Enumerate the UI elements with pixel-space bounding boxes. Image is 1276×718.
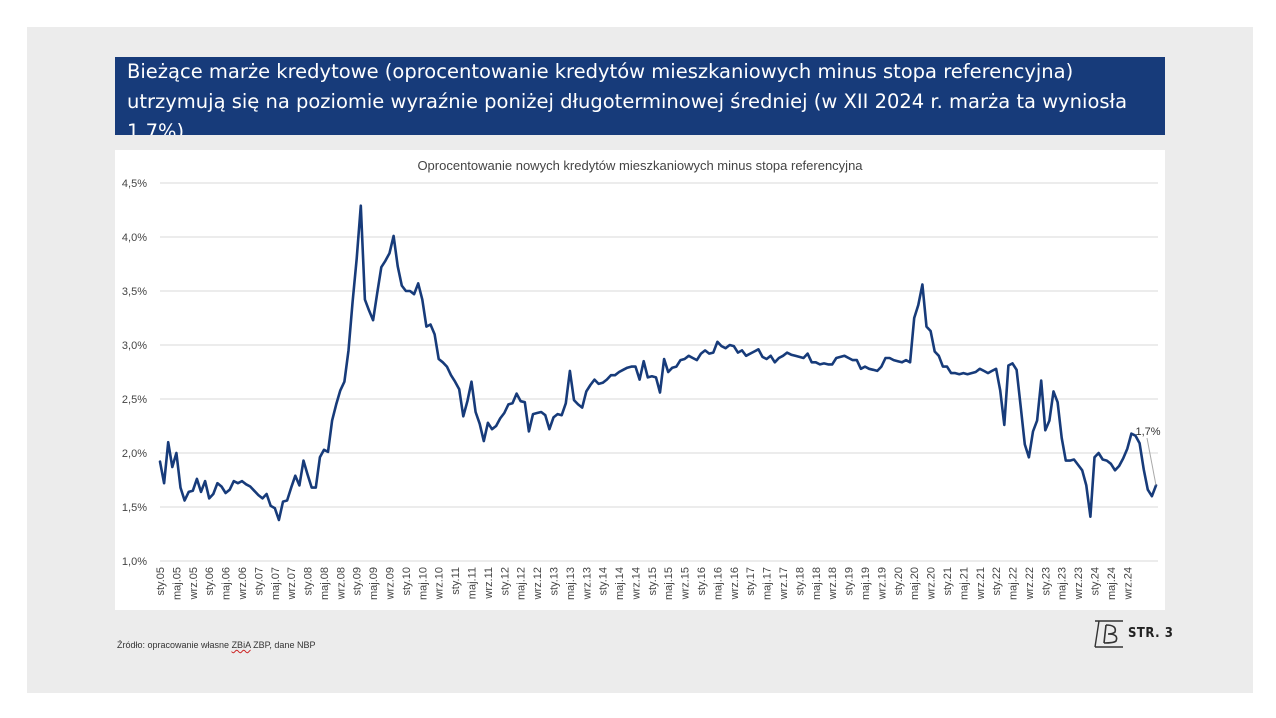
x-tick-label: sty.07 (253, 567, 265, 596)
x-tick-label: maj.21 (958, 567, 970, 600)
page-label-text: STR. (1128, 626, 1161, 641)
page-number: STR. 3 (1128, 626, 1173, 641)
x-tick-label: wrz.05 (188, 567, 200, 600)
y-tick-label: 3,0% (122, 340, 147, 352)
y-tick-label: 2,5% (122, 394, 147, 406)
chart-title: Oprocentowanie nowych kredytów mieszkani… (417, 158, 863, 173)
x-tick-label: sty.09 (352, 567, 364, 596)
x-tick-label: sty.17 (745, 567, 757, 596)
page-number-value: 3 (1164, 626, 1174, 641)
x-tick-label: maj.24 (1106, 567, 1118, 600)
x-tick-label: maj.18 (811, 567, 823, 600)
x-tick-label: maj.23 (1057, 567, 1069, 600)
x-tick-label: maj.15 (663, 567, 675, 600)
series-line (158, 204, 1158, 522)
x-tick-label: wrz.23 (1073, 567, 1085, 600)
x-tick-label: sty.21 (942, 567, 954, 596)
x-tick-label: sty.20 (893, 567, 905, 596)
x-tick-label: maj.06 (221, 567, 233, 600)
y-tick-label: 3,5% (122, 286, 147, 298)
x-tick-label: wrz.17 (778, 567, 790, 600)
x-tick-label: sty.14 (598, 567, 610, 596)
x-tick-label: wrz.11 (483, 567, 495, 600)
x-tick-label: sty.12 (499, 567, 511, 596)
x-tick-label: maj.19 (860, 567, 872, 600)
x-tick-label: maj.10 (417, 567, 429, 600)
x-tick-label: wrz.12 (532, 567, 544, 600)
y-tick-label: 4,5% (122, 178, 147, 190)
x-tick-label: maj.12 (516, 567, 528, 600)
x-tick-label: sty.13 (548, 567, 560, 596)
x-tick-label: maj.22 (1008, 567, 1020, 600)
x-tick-label: sty.15 (647, 567, 659, 596)
x-tick-label: sty.05 (155, 567, 167, 596)
x-tick-label: maj.05 (171, 567, 183, 600)
annotation-leader (1146, 437, 1157, 486)
x-tick-label: wrz.08 (335, 567, 347, 600)
x-tick-label: sty.08 (303, 567, 315, 596)
x-tick-label: wrz.18 (827, 567, 839, 600)
x-tick-label: sty.18 (794, 567, 806, 596)
x-tick-label: wrz.15 (680, 567, 692, 600)
x-tick-label: maj.07 (270, 567, 282, 600)
source-note: Źródło: opracowanie własne ZBiA ZBP, dan… (117, 640, 315, 650)
x-tick-label: wrz.13 (581, 567, 593, 600)
x-tick-label: wrz.14 (630, 567, 642, 600)
x-tick-label: wrz.20 (926, 567, 938, 600)
y-tick-label: 1,0% (122, 556, 147, 568)
x-tick-label: maj.14 (614, 567, 626, 600)
x-tick-label: wrz.09 (385, 567, 397, 600)
annotation-label: 1,7% (1135, 426, 1160, 438)
x-tick-label: maj.11 (467, 567, 479, 599)
line-chart: Oprocentowanie nowych kredytów mieszkani… (122, 158, 1161, 600)
x-tick-label: sty.16 (696, 567, 708, 596)
header-text: Bieżące marże kredytowe (oprocentowanie … (127, 60, 1128, 135)
source-underlined: ZBiA (231, 640, 251, 650)
chart-panel: Oprocentowanie nowych kredytów mieszkani… (115, 150, 1165, 610)
x-tick-label: sty.23 (1040, 567, 1052, 596)
x-tick-label: maj.08 (319, 567, 331, 600)
x-tick-label: wrz.06 (237, 567, 249, 600)
x-tick-label: maj.13 (565, 567, 577, 600)
source-prefix: Źródło: opracowanie własne (117, 640, 232, 650)
x-tick-label: sty.19 (844, 567, 856, 596)
x-tick-label: sty.11 (450, 567, 462, 595)
x-tick-label: maj.17 (762, 567, 774, 600)
x-tick-label: maj.20 (909, 567, 921, 600)
x-tick-label: wrz.24 (1122, 567, 1134, 600)
x-tick-label: wrz.19 (876, 567, 888, 600)
x-tick-label: sty.24 (1090, 567, 1102, 596)
x-tick-label: wrz.22 (1024, 567, 1036, 600)
x-tick-label: wrz.07 (286, 567, 298, 600)
x-tick-label: sty.22 (991, 567, 1003, 596)
x-tick-label: wrz.16 (729, 567, 741, 600)
y-tick-label: 2,0% (122, 448, 147, 460)
logo-icon (1094, 620, 1123, 648)
x-tick-label: sty.06 (204, 567, 216, 596)
header-banner: Bieżące marże kredytowe (oprocentowanie … (115, 57, 1165, 135)
x-tick-label: wrz.10 (434, 567, 446, 600)
source-suffix: ZBP, dane NBP (250, 640, 316, 650)
x-tick-label: wrz.21 (975, 567, 987, 600)
x-tick-label: maj.16 (712, 567, 724, 600)
x-tick-label: maj.09 (368, 567, 380, 600)
x-tick-label: sty.10 (401, 567, 413, 596)
y-tick-label: 4,0% (122, 232, 147, 244)
y-tick-label: 1,5% (122, 502, 147, 514)
